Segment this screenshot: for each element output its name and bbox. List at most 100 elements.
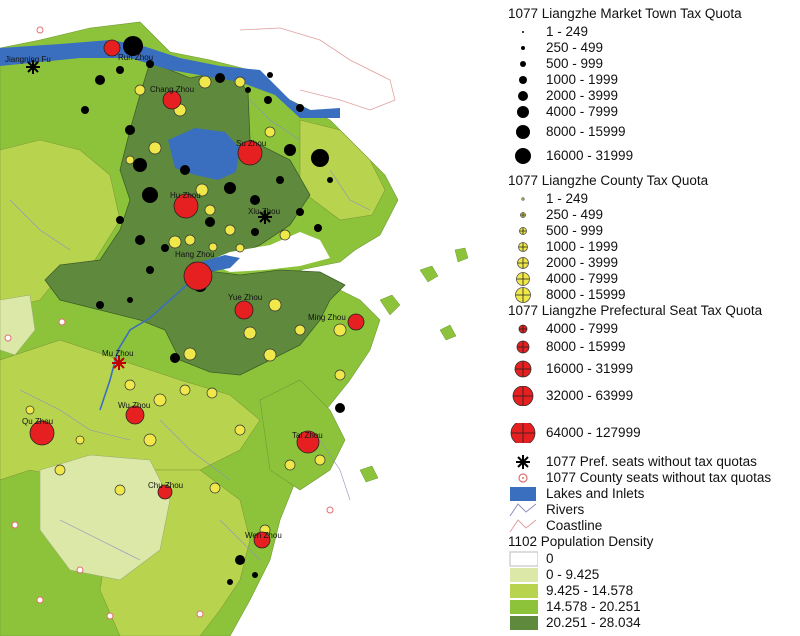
hangzhou-bay-inlet [200, 255, 240, 272]
yellow-cross-circle-icon [521, 197, 525, 201]
coastline-islands [359, 247, 469, 483]
land-region-core [44, 61, 346, 376]
legend-label: 16000 - 31999 [546, 148, 634, 163]
black-dot-icon [517, 106, 529, 118]
city-label: Run Zhou [118, 53, 153, 62]
county-tax-markers [25, 75, 347, 536]
legend-label: 8000 - 15999 [546, 339, 626, 354]
legend-row: 16000 - 31999 [508, 359, 800, 379]
city-label: Xiu Zhou [248, 207, 280, 216]
river-line-icon [509, 503, 537, 517]
coastline-line-icon [509, 519, 537, 533]
density-swatch-icon [509, 551, 538, 567]
black-dot-icon [522, 31, 524, 33]
legend-row: 8000 - 15999 [508, 285, 800, 305]
legend-density-title: 1102 Population Density [508, 534, 654, 549]
red-cross-circle-icon [514, 360, 532, 378]
legend-row: 250 - 499 [508, 205, 800, 225]
legend-label: 0 - 9.425 [546, 567, 600, 582]
city-label: Ming Zhou [308, 313, 346, 322]
city-label: Hu Zhou [170, 191, 201, 200]
legend-row: 9.425 - 14.578 [508, 581, 800, 601]
legend-label: 9.425 - 14.578 [546, 583, 634, 598]
legend-label: 250 - 499 [546, 207, 604, 222]
legend-county-title: 1077 Liangzhe County Tax Quota [508, 173, 709, 188]
legend-label: 0 [546, 551, 554, 566]
river-qiantang [99, 281, 191, 411]
legend-label: 1000 - 1999 [546, 72, 619, 87]
legend-label: 1077 County seats without tax quotas [546, 470, 772, 485]
black-dot-icon [515, 148, 531, 164]
ring-icon [518, 473, 528, 483]
legend-label: 8000 - 15999 [546, 124, 626, 139]
legend-label: 500 - 999 [546, 223, 604, 238]
legend-pref-title: 1077 Liangzhe Prefectural Seat Tax Quota [508, 303, 763, 318]
legend-row: 1000 - 1999 [508, 70, 800, 90]
black-dot-icon [519, 76, 527, 84]
prefectural-seat-markers [29, 39, 365, 549]
legend-row: 1000 - 1999 [508, 237, 800, 257]
city-label: Qu Zhou [22, 417, 53, 426]
legend-label: 1000 - 1999 [546, 239, 619, 254]
river-lines [9, 99, 371, 561]
yellow-cross-circle-icon [518, 242, 528, 252]
county-seat-no-quota-markers [4, 26, 334, 620]
legend-county-no-quota: 1077 County seats without tax quotas [508, 468, 800, 488]
city-label: Wu Zhou [118, 401, 150, 410]
density-swatch-icon [510, 600, 538, 614]
pref-seat-no-quota-markers [26, 60, 272, 370]
legend-lakes: Lakes and Inlets [508, 484, 800, 504]
lake-swatch-icon [510, 487, 536, 501]
yangtze-estuary [0, 40, 340, 118]
legend-label: 64000 - 127999 [546, 425, 641, 440]
legend-row: 1 - 249 [508, 22, 800, 42]
legend-row: 8000 - 15999 [508, 122, 800, 142]
red-cross-circle-icon [516, 340, 530, 354]
legend-label: 4000 - 7999 [546, 321, 619, 336]
legend-row: 2000 - 3999 [508, 253, 800, 273]
density-swatch-icon [510, 584, 538, 598]
city-label: Hang Zhou [175, 250, 215, 259]
legend-row: 4000 - 7999 [508, 319, 800, 339]
red-cross-circle-icon [518, 324, 528, 334]
yellow-cross-circle-icon [515, 287, 531, 303]
city-label: Tai Zhou [292, 431, 323, 440]
legend-row: 32000 - 63999 [508, 386, 800, 406]
legend-label: Lakes and Inlets [546, 486, 645, 501]
city-label: Su Zhou [236, 139, 266, 148]
legend-pref-no-quota: 1077 Pref. seats without tax quotas [508, 452, 800, 472]
density-swatch-icon [510, 568, 538, 582]
yellow-cross-circle-icon [520, 212, 526, 218]
density-swatch-icon [510, 616, 538, 630]
legend-row: 64000 - 127999 [508, 423, 800, 443]
legend-market-title: 1077 Liangzhe Market Town Tax Quota [508, 6, 742, 21]
legend-row: 4000 - 7999 [508, 102, 800, 122]
legend-row: 8000 - 15999 [508, 337, 800, 357]
map-legend: 1077 Liangzhe Market Town Tax Quota 1 - … [508, 0, 800, 636]
asterisk-icon [516, 455, 530, 469]
city-label: Wen Zhou [245, 531, 282, 540]
black-dot-icon [516, 125, 530, 139]
yellow-cross-circle-icon [519, 227, 527, 235]
legend-label: 8000 - 15999 [546, 287, 626, 302]
legend-label: 500 - 999 [546, 56, 604, 71]
legend-row: 16000 - 31999 [508, 146, 800, 166]
legend-rivers: Rivers [508, 500, 800, 520]
city-label: Chu Zhou [148, 481, 183, 490]
legend-row: 500 - 999 [508, 221, 800, 241]
red-cross-circle-icon [510, 423, 536, 443]
black-dot-icon [518, 91, 528, 101]
hangzhou-bay [205, 232, 330, 272]
legend-label: 4000 - 7999 [546, 104, 619, 119]
city-label: Yue Zhou [228, 293, 262, 302]
legend-coastline: Coastline [508, 516, 800, 536]
legend-row: 2000 - 3999 [508, 86, 800, 106]
legend-row: 500 - 999 [508, 54, 800, 74]
land-region-pale-south [39, 454, 171, 581]
legend-row: 250 - 499 [508, 38, 800, 58]
legend-label: Rivers [546, 502, 585, 517]
legend-label: 14.578 - 20.251 [546, 599, 641, 614]
city-label: Jiangning Fu [5, 55, 51, 64]
legend-label: 32000 - 63999 [546, 388, 634, 403]
